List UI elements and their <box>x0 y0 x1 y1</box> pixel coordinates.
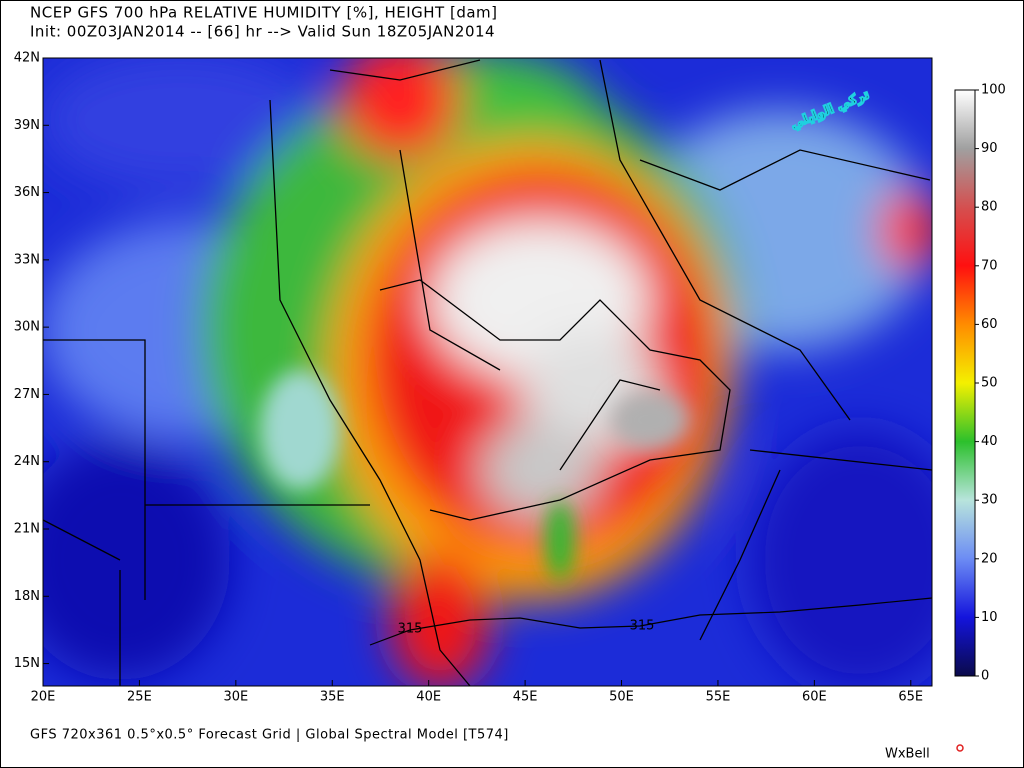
map-field: 315 315 <box>43 58 932 686</box>
border-lines <box>43 519 121 686</box>
y-tick-label: 39N <box>14 118 40 133</box>
colorbar-tick-label: 90 <box>981 141 998 156</box>
y-tick-label: 24N <box>14 454 40 469</box>
colorbar-tick-label: 60 <box>981 317 998 332</box>
x-tick-label: 35E <box>320 690 345 705</box>
blob <box>390 550 490 686</box>
border-lines <box>43 59 932 686</box>
height-contour <box>369 597 932 646</box>
y-tick-label: 36N <box>14 185 40 200</box>
y-tick-label: 21N <box>14 522 40 537</box>
x-tick-label: 40E <box>416 690 441 705</box>
logo: WxBell <box>885 747 930 762</box>
colorbar-tick-label: 0 <box>981 669 989 684</box>
field-detail <box>260 370 690 580</box>
x-tick-label: 25E <box>127 690 152 705</box>
borders <box>43 59 932 686</box>
map-frame <box>42 57 933 687</box>
x-tick-label: 60E <box>802 690 827 705</box>
y-tick-label: 18N <box>14 589 40 604</box>
x-tick-label: 50E <box>609 690 634 705</box>
x-tick-label: 45E <box>513 690 538 705</box>
blob <box>43 58 320 190</box>
x-tick-label: 65E <box>898 690 923 705</box>
x-tick-label: 30E <box>223 690 248 705</box>
subtitle: Init: 00Z03JAN2014 -- [66] hr --> Valid … <box>30 23 495 41</box>
footer: GFS 720x361 0.5°x0.5° Forecast Grid | Gl… <box>30 728 509 743</box>
colorbar-tick-label: 40 <box>981 434 998 449</box>
y-tick-label: 42N <box>14 51 40 66</box>
title: NCEP GFS 700 hPa RELATIVE HUMIDITY [%], … <box>30 4 498 22</box>
colorbar-ticks: 0 10 20 30 40 50 60 70 80 90 100 <box>975 83 1006 684</box>
map-axes: 20E 25E 30E 35E 40E 45E 50E 55E 60E 65E 15N 18N 21N 2… <box>14 51 923 705</box>
blob <box>545 500 575 580</box>
field-blobs <box>43 58 932 686</box>
y-tick-label: 30N <box>14 320 40 335</box>
blob <box>340 58 460 160</box>
contour-label: 315 <box>630 619 655 634</box>
y-tick-label: 27N <box>14 387 40 402</box>
blob <box>880 190 932 270</box>
colorbar-tick-label: 30 <box>981 493 998 508</box>
colorbar-tick-label: 100 <box>981 83 1006 98</box>
blob <box>610 390 690 450</box>
colorbar <box>954 89 976 677</box>
x-tick-label: 55E <box>706 690 731 705</box>
colorbar-tick-label: 10 <box>981 610 998 625</box>
colorbar-tick-label: 70 <box>981 258 998 273</box>
x-tick-label: 20E <box>31 690 56 705</box>
colorbar-tick-label: 80 <box>981 200 998 215</box>
y-tick-label: 15N <box>14 656 40 671</box>
contour-label: 315 <box>398 622 423 637</box>
blob <box>750 430 932 686</box>
colorbar-tick-label: 50 <box>981 376 998 391</box>
blob <box>43 440 230 680</box>
y-tick-label: 33N <box>14 252 40 267</box>
blob <box>260 370 340 490</box>
colorbar-tick-label: 20 <box>981 551 998 566</box>
logo-dot <box>956 744 964 752</box>
